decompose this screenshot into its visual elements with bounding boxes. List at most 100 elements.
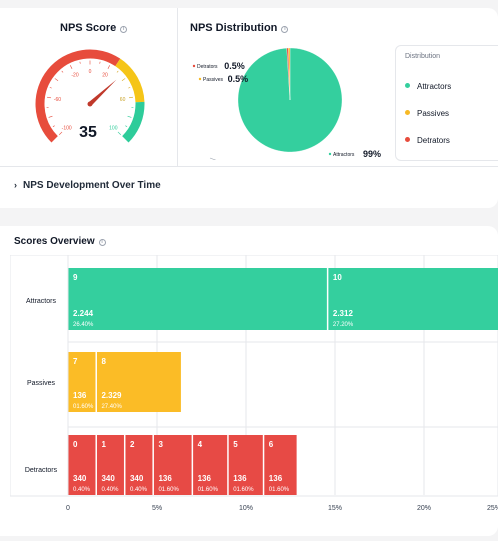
- bar-pct-label: 01.60%: [269, 487, 290, 493]
- bar-segment: [153, 435, 192, 495]
- bar-pct-label: 0.40%: [101, 487, 119, 493]
- bar-score-label: 9: [73, 273, 78, 282]
- category-label: Attractors: [26, 298, 56, 305]
- gauge-band-red: [35, 49, 121, 143]
- nps-distribution-title-text: NPS Distribution: [190, 22, 278, 34]
- gauge-tick: [121, 78, 126, 82]
- scores-overview-chart: 05%10%15%20%25%Attractors92.24426.40%102…: [10, 255, 498, 512]
- gauge-tick-label: 0: [89, 69, 92, 75]
- bar-score-label: 0: [73, 440, 78, 449]
- legend-dot-icon: [405, 83, 410, 88]
- legend-title: Distribution: [405, 53, 441, 60]
- gauge-tick: [48, 115, 53, 118]
- nps-summary-card: NPS Score i -100 -60 -20 0 20 60 100 35 NPS Dist…: [0, 8, 498, 208]
- bar-segment: [264, 435, 297, 495]
- bar-count-label: 136: [233, 474, 247, 483]
- scores-overview-title-text: Scores Overview: [14, 236, 95, 247]
- nps-development-toggle[interactable]: › NPS Development Over Time: [14, 180, 161, 191]
- bar-score-label: 3: [158, 440, 163, 449]
- gauge-band-yellow: [115, 58, 145, 103]
- legend-label: Passives: [417, 109, 450, 118]
- nps-distribution-title: NPS Distribution i: [190, 22, 289, 34]
- bar-pct-label: 27.40%: [101, 404, 122, 410]
- nps-score-title: NPS Score i: [60, 22, 128, 34]
- bar-pct-label: 27.20%: [333, 322, 354, 328]
- bar-segment: [68, 352, 96, 412]
- divider-vertical: [177, 8, 178, 166]
- x-tick-label: 25%: [487, 505, 498, 512]
- bar-count-label: 2.312: [333, 309, 354, 318]
- bar-score-label: 10: [333, 273, 342, 282]
- gauge-tick: [49, 87, 52, 89]
- bar-pct-label: 01.60%: [73, 404, 94, 410]
- chart-frame: [10, 255, 498, 497]
- legend-item-attractors[interactable]: Attractors: [405, 82, 451, 91]
- divider-horizontal: [0, 166, 498, 167]
- x-tick-label: 0: [66, 505, 70, 512]
- legend-dot-icon: [405, 110, 410, 115]
- gauge-tick: [128, 87, 131, 89]
- gauge-tick: [117, 131, 121, 135]
- bar-pct-label: 01.60%: [158, 487, 179, 493]
- gauge-tick-label: 60: [120, 97, 126, 103]
- bar-segment: [328, 268, 498, 330]
- bar-count-label: 340: [101, 474, 115, 483]
- legend-dot-icon: [405, 137, 410, 142]
- bar-segment: [228, 435, 263, 495]
- gauge-tick-label: 100: [109, 125, 118, 131]
- gauge-band-green: [122, 101, 145, 143]
- gauge-needle-hub: [87, 101, 93, 107]
- gauge-tick: [127, 115, 132, 118]
- distribution-legend: Distribution Attractors Passives Detrato…: [395, 45, 498, 161]
- bar-score-label: 2: [130, 440, 135, 449]
- bar-count-label: 340: [130, 474, 144, 483]
- pie-label-name: Attractors: [333, 152, 355, 158]
- x-tick-label: 20%: [417, 505, 431, 512]
- pie-label-value: 99%: [363, 149, 381, 159]
- nps-gauge: -100 -60 -20 0 20 60 100 35: [35, 49, 145, 143]
- pie-label-name: Detrators: [197, 64, 218, 70]
- nps-score-title-text: NPS Score: [60, 22, 117, 34]
- gauge-needle: [88, 79, 117, 106]
- x-tick-label: 10%: [239, 505, 253, 512]
- legend-item-detrators[interactable]: Detrators: [405, 136, 450, 145]
- bar-segment: [96, 352, 181, 412]
- pie-label-name: Passives: [203, 77, 224, 83]
- category-label: Detractors: [25, 467, 58, 474]
- x-tick-label: 5%: [152, 505, 162, 512]
- gauge-tick: [54, 78, 59, 82]
- gauge-tick-label: -60: [54, 97, 61, 103]
- info-icon[interactable]: i: [120, 26, 128, 33]
- pie-label-value: 0.5%: [224, 61, 245, 71]
- bar-score-label: 7: [73, 357, 78, 366]
- gauge-tick-label: 20: [102, 73, 108, 79]
- gauge-tick: [125, 125, 128, 127]
- bar-count-label: 2.244: [73, 309, 94, 318]
- gauge-tick: [107, 65, 111, 69]
- legend-label: Attractors: [417, 82, 452, 91]
- gauge-tick-label: -100: [62, 125, 72, 131]
- pie-label-value: 0.5%: [228, 74, 249, 84]
- pie-label-dot: [198, 77, 202, 81]
- info-icon[interactable]: i: [281, 26, 289, 33]
- pie-slice-passives: [288, 47, 291, 101]
- gauge-tick: [61, 70, 64, 73]
- gauge-tick: [52, 125, 55, 127]
- bar-pct-label: 0.40%: [73, 487, 91, 493]
- bar-count-label: 136: [158, 474, 172, 483]
- bar-segment: [125, 435, 153, 495]
- bar-segment: [96, 435, 124, 495]
- gauge-tick: [128, 96, 134, 99]
- bar-count-label: 2.329: [101, 391, 122, 400]
- info-icon[interactable]: i: [98, 239, 106, 246]
- bar-count-label: 340: [73, 474, 87, 483]
- bar-count-label: 136: [198, 474, 212, 483]
- bar-score-label: 4: [198, 440, 203, 449]
- bar-score-label: 8: [101, 357, 106, 366]
- legend-item-passives[interactable]: Passives: [405, 109, 449, 118]
- chevron-right-icon: ›: [14, 180, 17, 190]
- gauge-tick: [46, 96, 52, 99]
- x-tick-label: 15%: [328, 505, 342, 512]
- pie-label-dot: [192, 64, 196, 68]
- bar-count-label: 136: [269, 474, 283, 483]
